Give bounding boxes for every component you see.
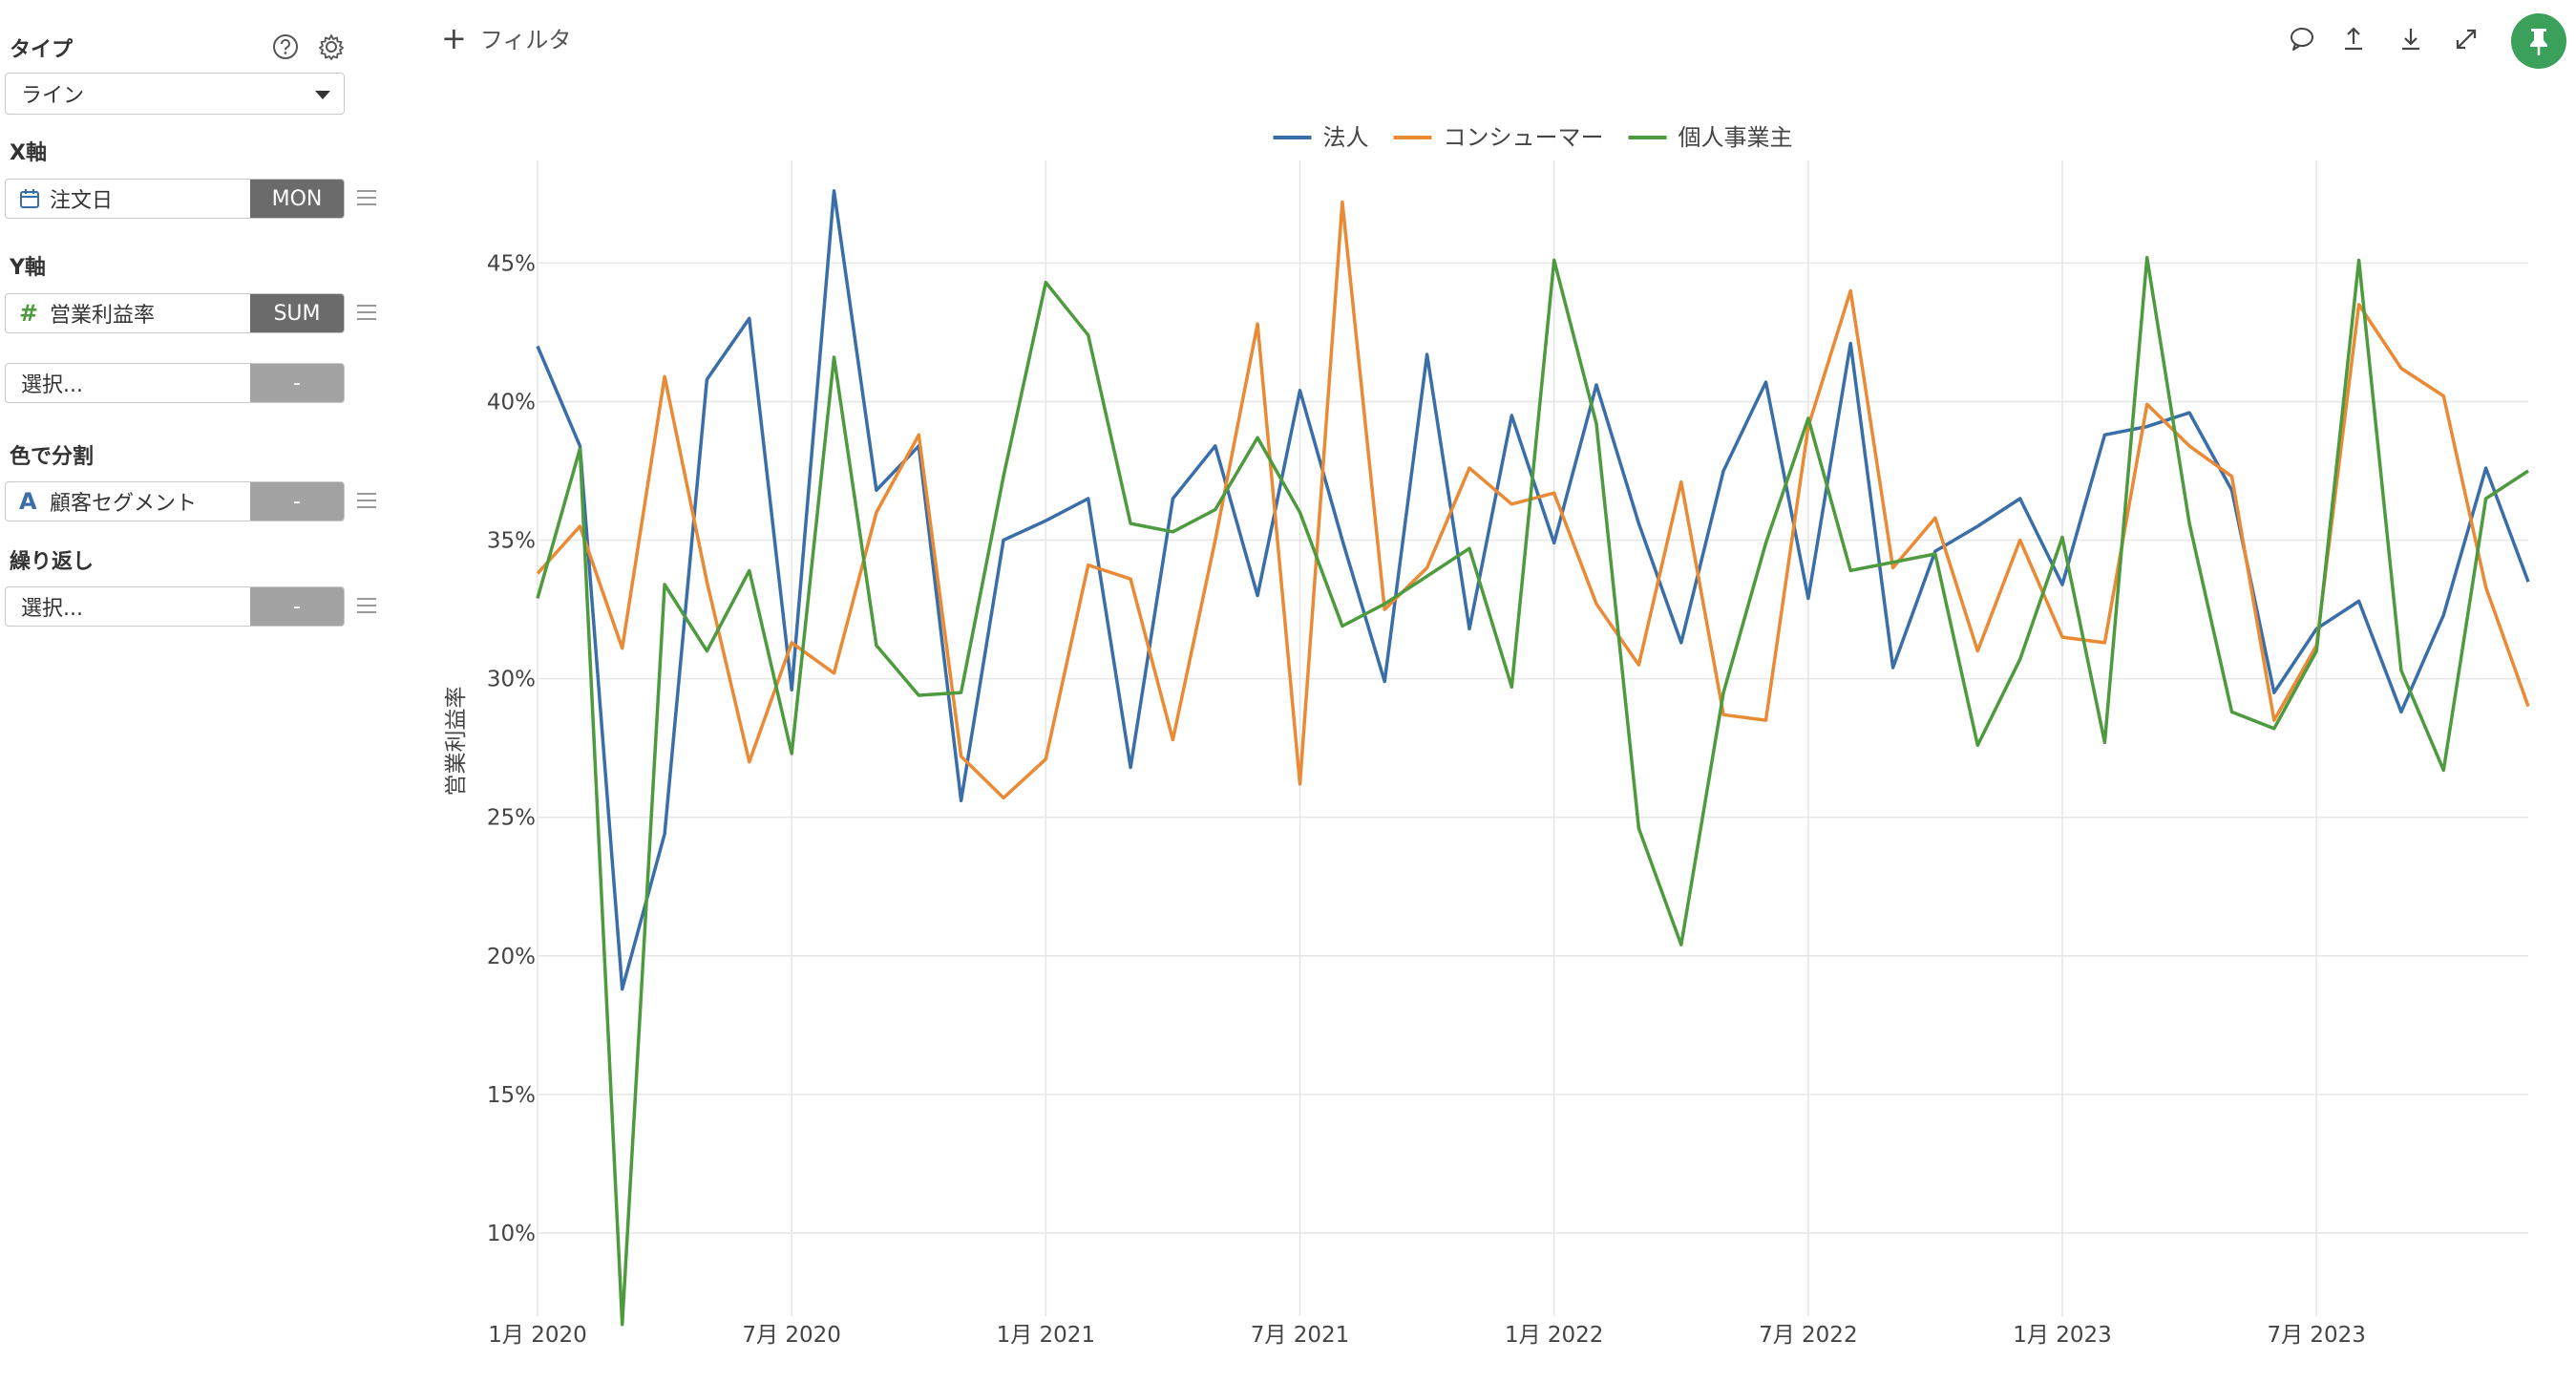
series-line[interactable]	[536, 189, 2530, 991]
drag-handle-icon[interactable]	[357, 493, 376, 508]
y-axis-ticks: 10% 15% 20% 25% 30% 35% 40% 45%	[487, 251, 536, 1246]
filter-label: フィルタ	[479, 27, 572, 53]
y-tick-label: 25%	[487, 806, 536, 831]
x-axis-aggregation-button[interactable]: MON	[250, 180, 344, 218]
repeat-section-label: 繰り返し	[10, 550, 95, 574]
drag-handle-icon[interactable]	[357, 305, 376, 320]
y-axis-second-aggregation-button[interactable]: -	[250, 364, 344, 402]
y-tick-label: 40%	[487, 390, 536, 415]
y-axis-field-name: 営業利益率	[50, 304, 156, 328]
grid-lines	[537, 160, 2528, 1316]
x-tick-label: 7月 2021	[1251, 1323, 1349, 1348]
color-split-field-name: 顧客セグメント	[50, 492, 198, 516]
help-icon[interactable]	[271, 32, 300, 61]
color-split-section-label: 色で分割	[10, 445, 95, 469]
drag-handle-icon[interactable]	[357, 190, 376, 205]
chart-type-select[interactable]: ライン	[5, 73, 345, 115]
legend-item[interactable]: コンシューマー	[1444, 124, 1604, 151]
add-filter-button[interactable]: + フィルタ	[441, 21, 571, 54]
pin-icon	[2530, 29, 2547, 55]
chart-type-value: ライン	[21, 84, 85, 108]
y-axis-section-label: Y軸	[10, 256, 46, 280]
x-tick-label: 1月 2022	[1505, 1323, 1603, 1348]
plus-icon: +	[441, 19, 467, 56]
series-lines	[536, 189, 2530, 1327]
calendar-icon	[20, 189, 39, 208]
chart-legend[interactable]: 法人 コンシューマー 個人事業主	[1273, 124, 1793, 151]
legend-item[interactable]: 法人	[1323, 124, 1369, 151]
y-tick-label: 30%	[487, 668, 536, 692]
x-axis-field-name: 注文日	[50, 189, 114, 213]
y-tick-label: 20%	[487, 945, 536, 969]
color-split-field[interactable]: A 顧客セグメント -	[5, 481, 345, 521]
y-axis-second-field[interactable]: 選択... -	[5, 363, 345, 403]
series-line[interactable]	[536, 200, 2530, 800]
drag-handle-icon[interactable]	[357, 598, 376, 613]
number-hash-icon: #	[19, 300, 39, 327]
expand-icon[interactable]	[2452, 25, 2481, 53]
y-tick-label: 45%	[487, 251, 536, 276]
series-line[interactable]	[536, 255, 2529, 1327]
x-axis-section-label: X軸	[10, 141, 47, 165]
x-tick-label: 1月 2021	[997, 1323, 1095, 1348]
download-icon[interactable]	[2397, 25, 2425, 53]
y-axis-aggregation-button[interactable]: SUM	[250, 294, 344, 332]
upload-icon[interactable]	[2339, 25, 2368, 53]
x-axis-ticks: 1月 2020 7月 2020 1月 2021 7月 2021 1月 2022 7月 20…	[488, 1323, 2366, 1348]
text-type-icon: A	[19, 488, 37, 515]
x-tick-label: 7月 2022	[1759, 1323, 1857, 1348]
y-tick-label: 15%	[487, 1083, 536, 1108]
pin-button[interactable]	[2511, 13, 2566, 69]
repeat-field[interactable]: 選択... -	[5, 586, 345, 627]
y-axis-field[interactable]: # 営業利益率 SUM	[5, 293, 345, 333]
gear-icon[interactable]	[317, 32, 346, 61]
repeat-aggregation-button[interactable]: -	[250, 587, 344, 626]
x-tick-label: 7月 2020	[742, 1323, 840, 1348]
legend-item[interactable]: 個人事業主	[1679, 124, 1793, 151]
color-split-aggregation-button[interactable]: -	[250, 482, 344, 521]
type-section-label: タイプ	[10, 38, 74, 62]
comment-icon[interactable]	[2288, 25, 2316, 53]
y-tick-label: 10%	[487, 1222, 536, 1246]
chevron-down-icon	[315, 91, 330, 99]
y-tick-label: 35%	[487, 529, 536, 554]
chart-config-sidebar: タイプ ライン X軸 注文日 MON Y軸 # 営業利益率 SUM	[0, 0, 401, 1383]
x-axis-field[interactable]: 注文日 MON	[5, 179, 345, 219]
repeat-field-placeholder: 選択...	[21, 597, 83, 621]
x-tick-label: 7月 2023	[2267, 1323, 2365, 1348]
x-tick-label: 1月 2020	[488, 1323, 586, 1348]
y-axis-second-placeholder: 選択...	[21, 373, 83, 397]
x-tick-label: 1月 2023	[2013, 1323, 2111, 1348]
y-axis-label: 営業利益率	[444, 687, 469, 797]
